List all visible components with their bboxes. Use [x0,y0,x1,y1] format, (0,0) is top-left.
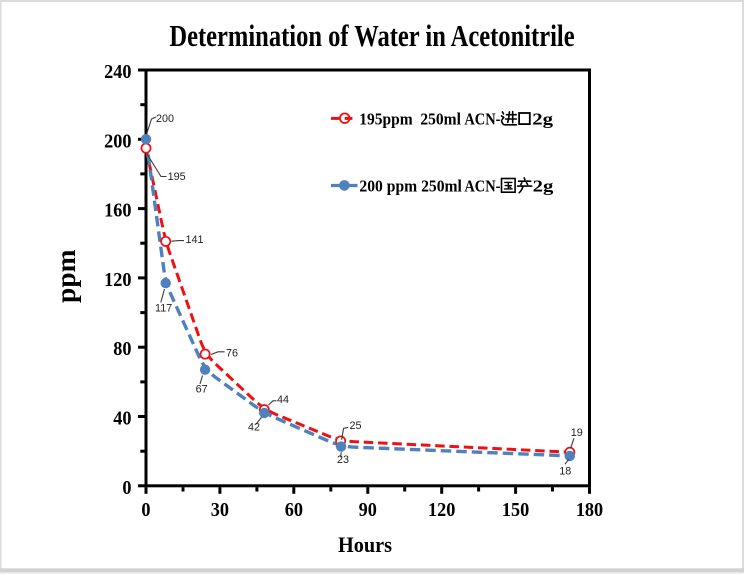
svg-text:60: 60 [285,499,303,521]
svg-text:150: 150 [502,499,529,521]
svg-text:117: 117 [155,303,172,315]
svg-text:180: 180 [576,499,603,521]
svg-text:200: 200 [156,113,174,125]
svg-text:141: 141 [186,234,204,246]
svg-text:200: 200 [104,130,131,152]
svg-text:19: 19 [571,427,583,439]
svg-text:Hours: Hours [338,532,392,557]
svg-text:42: 42 [248,422,260,434]
svg-text:Determination of Water in Acet: Determination of Water in Acetonitrile [169,18,574,52]
svg-text:240: 240 [104,61,131,83]
svg-text:44: 44 [277,394,289,406]
svg-text:18: 18 [559,465,571,477]
svg-text:40: 40 [113,408,131,430]
svg-text:0: 0 [122,477,131,499]
svg-text:0: 0 [141,499,150,521]
svg-text:25: 25 [350,420,362,432]
svg-text:23: 23 [337,454,349,466]
svg-text:120: 120 [428,499,455,521]
svg-text:30: 30 [211,499,229,521]
svg-text:200 ppm 250ml: 200 ppm 250ml [359,176,462,196]
svg-text:195: 195 [168,171,186,183]
svg-text:195ppm 250ml: 195ppm 250ml [359,110,461,129]
svg-text:ppm: ppm [50,249,81,303]
svg-text:76: 76 [226,348,238,360]
svg-text:ACN-: ACN- [464,110,500,128]
svg-text:160: 160 [104,200,131,222]
svg-text:2g: 2g [532,110,553,129]
svg-text:90: 90 [359,499,377,521]
svg-text:120: 120 [104,269,131,291]
svg-text:80: 80 [113,338,131,360]
svg-text:2g: 2g [533,177,554,196]
svg-text:ACN-: ACN- [464,177,500,195]
svg-text:67: 67 [196,384,208,396]
